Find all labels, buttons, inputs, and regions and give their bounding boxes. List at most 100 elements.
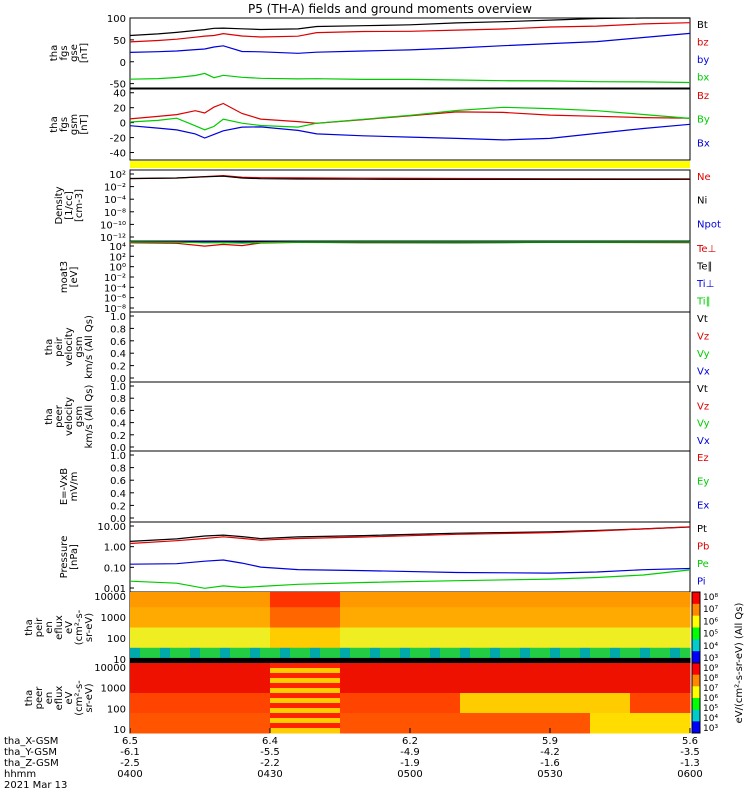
spectrogram-cell [480,668,491,674]
spectrogram-cell [470,688,481,694]
spectrogram-cell [520,642,531,649]
spectrogram-cell [610,718,621,724]
x-axis-row-label: tha_Y-GSM [4,747,57,758]
spectrogram-cell [390,622,401,628]
spectrogram-cell [250,657,261,664]
spectrogram-cell [400,703,411,709]
spectrogram-cell [650,622,661,628]
spectrogram-cell [560,708,571,714]
spectrogram-cell [540,627,551,634]
spectrogram-cell [470,663,481,669]
spectrogram-cell [160,723,171,729]
spectrogram-cell [520,592,531,598]
spectrogram-cell [450,637,461,644]
spectrogram-cell [530,683,541,689]
spectrogram-cell [680,723,691,729]
y-tick-label: 0 [120,58,126,69]
spectrogram-cell [510,597,521,603]
spectrogram-cell [160,632,171,639]
figure-title: P5 (TH-A) fields and ground moments over… [248,2,532,16]
y-tick-label: 0.8 [110,394,126,405]
spectrogram-cell [430,693,441,699]
spectrogram-cell [140,627,151,634]
spectrogram-cell [460,622,471,628]
spectrogram-cell [480,622,491,628]
spectrogram-cell [250,673,261,679]
spectrogram-cell [660,673,671,679]
spectrogram-cell [610,703,621,709]
spectrogram-cell [450,617,461,623]
spectrogram-cell [250,612,261,618]
y-axis-label-line: [1/cc] [64,191,75,220]
spectrogram-cell [680,698,691,704]
spectrogram-cell [400,657,411,664]
spectrogram-cell [530,698,541,704]
spectrogram-cell [140,678,151,684]
spectrogram-cell [440,632,451,639]
spectrogram-cell [310,708,321,714]
spectrogram-cell [580,632,591,639]
spectrogram-cell [620,708,631,714]
spectrogram-cell [660,663,671,669]
spectrogram-cell [660,718,671,724]
spectrogram-cell [460,703,471,709]
spectrogram-cell [550,728,561,734]
legend-Ti∥: Ti∥ [696,297,711,308]
spectrogram-cell [300,708,311,714]
spectrogram-cell [620,718,631,724]
spectrogram-cell [470,607,481,613]
spectrogram-cell [430,592,441,598]
y-axis-label-line: sr-eV) [84,683,95,712]
spectrogram-cell [570,673,581,679]
spectrogram-cell [260,673,271,679]
series-line-bx [129,72,691,84]
x-axis-value: 6.5 [122,736,138,747]
spectrogram-cell [320,728,331,734]
y-axis-label-line: mV/m [69,472,80,502]
legend-Te⊥: Te⊥ [696,244,716,255]
y-tick-label: 0.8 [110,324,126,335]
spectrogram-cell [360,673,371,679]
spectrogram-cell [380,718,391,724]
spectrogram-cell [400,617,411,623]
spectrogram-cell [660,657,671,664]
spectrogram-cell [230,617,241,623]
spectrogram-cell [310,627,321,634]
spectrogram-cell [560,723,571,729]
spectrogram-cell [480,637,491,644]
spectrogram-cell [430,642,441,649]
spectrogram-cell [180,703,191,709]
spectrogram-cell [320,617,331,623]
spectrogram-cell [580,728,591,734]
spectrogram-cell [550,602,561,608]
spectrogram-cell [500,592,511,598]
spectrogram-cell [340,592,351,598]
spectrogram-cell [270,627,281,634]
legend-Bz: Bz [697,91,709,102]
x-axis-value: -4.2 [540,747,560,758]
spectrogram-cell [600,693,611,699]
spectrogram-cell [140,683,151,689]
spectrogram-cell [590,673,601,679]
spectrogram-cell [390,652,401,659]
y-tick-label: 10⁰ [109,263,126,274]
spectrogram-cell [430,627,441,634]
colorbar-frame [691,662,701,734]
spectrogram-cell [360,668,371,674]
spectrogram-cell [490,683,501,689]
spectrogram-cell [530,657,541,664]
spectrogram-cell [670,673,681,679]
spectrogram-cell [200,688,211,694]
spectrogram-cell [160,693,171,699]
y-tick-label: 0.2 [110,431,126,442]
spectrogram-cell [470,617,481,623]
spectrogram-cell [670,668,681,674]
spectrogram-cell [400,693,411,699]
spectrogram-cell [250,693,261,699]
spectrogram-cell [230,688,241,694]
spectrogram-cell [440,637,451,644]
y-axis-label: moat3[eV] [59,261,80,293]
spectrogram-cell [230,602,241,608]
spectrogram-cell [270,597,281,603]
spectrogram-cell [290,657,301,664]
